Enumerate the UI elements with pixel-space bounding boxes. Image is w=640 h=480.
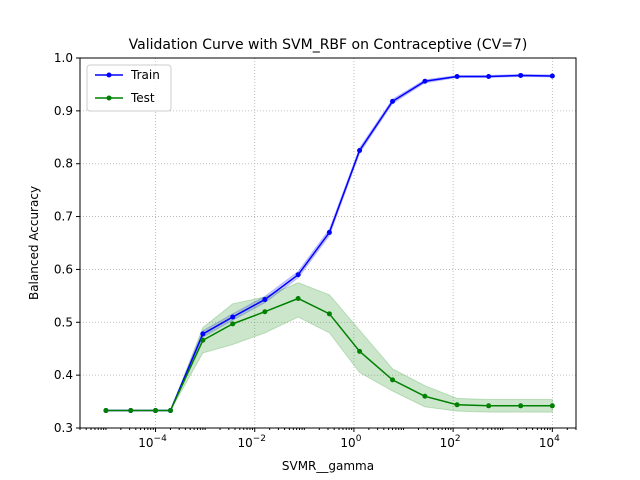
test-data-point (230, 321, 236, 327)
test-data-point (518, 403, 524, 409)
x-axis-label: SVMR__gamma (282, 459, 374, 473)
legend-train-marker (106, 72, 112, 78)
train-data-point (357, 148, 363, 153)
y-tick-label: 0.9 (54, 104, 73, 118)
series-lines (105, 74, 553, 412)
y-tick-label: 0.8 (54, 157, 73, 171)
chart-title: Validation Curve with SVM_RBF on Contrac… (129, 37, 528, 53)
plot-area-frame (79, 57, 577, 429)
y-tick-label: 0.6 (54, 262, 73, 276)
y-axis-label: Balanced Accuracy (27, 186, 41, 300)
train-data-point (390, 98, 396, 104)
x-tick-label: 10−4 (138, 434, 167, 450)
test-data-point (262, 309, 268, 315)
confidence-bands (105, 73, 553, 413)
test-data-point (295, 296, 301, 301)
test-series-line (105, 297, 553, 412)
train-data-point (262, 297, 268, 303)
test-data-point (103, 408, 109, 414)
train-std-band (105, 73, 553, 412)
test-data-point (128, 408, 134, 414)
y-tick-label: 0.3 (54, 421, 73, 435)
y-axis-ticks: 0.3 0.4 0.5 0.6 0.7 0.8 0.9 1.0 (54, 51, 80, 435)
train-data-point (454, 74, 460, 79)
y-tick-label: 1.0 (54, 51, 73, 65)
x-axis-ticks: 10−4 10−2 100 102 104 (79, 428, 577, 450)
train-data-point (230, 314, 236, 320)
train-data-point (518, 72, 524, 78)
test-data-point (486, 403, 492, 409)
x-tick-label: 102 (440, 434, 461, 450)
grid (80, 57, 576, 429)
train-data-point (200, 331, 206, 337)
train-data-point (295, 272, 301, 278)
test-data-point (167, 408, 173, 414)
train-data-point (422, 78, 428, 84)
y-tick-label: 0.5 (54, 315, 73, 329)
test-data-point (422, 393, 428, 399)
test-data-point (326, 311, 332, 317)
test-data-point (454, 402, 460, 408)
train-data-point (486, 74, 492, 79)
test-data-point (357, 348, 363, 354)
test-std-band (105, 282, 553, 413)
series-points (103, 72, 555, 414)
y-tick-label: 0.7 (54, 210, 73, 224)
test-data-point (153, 408, 159, 414)
test-data-point (200, 337, 206, 343)
legend-test-label: Test (130, 91, 155, 105)
train-series-line (105, 74, 553, 412)
train-data-point (326, 229, 332, 235)
test-data-point (549, 403, 555, 409)
y-tick-label: 0.4 (54, 368, 73, 382)
x-tick-label: 104 (539, 434, 560, 450)
legend-train-label: Train (130, 68, 160, 82)
train-data-point (549, 73, 555, 79)
x-tick-label: 10−2 (237, 434, 266, 450)
legend-test-marker (106, 95, 112, 101)
x-tick-label: 100 (340, 434, 361, 450)
legend: Train Test (86, 64, 172, 112)
test-data-point (390, 377, 396, 383)
